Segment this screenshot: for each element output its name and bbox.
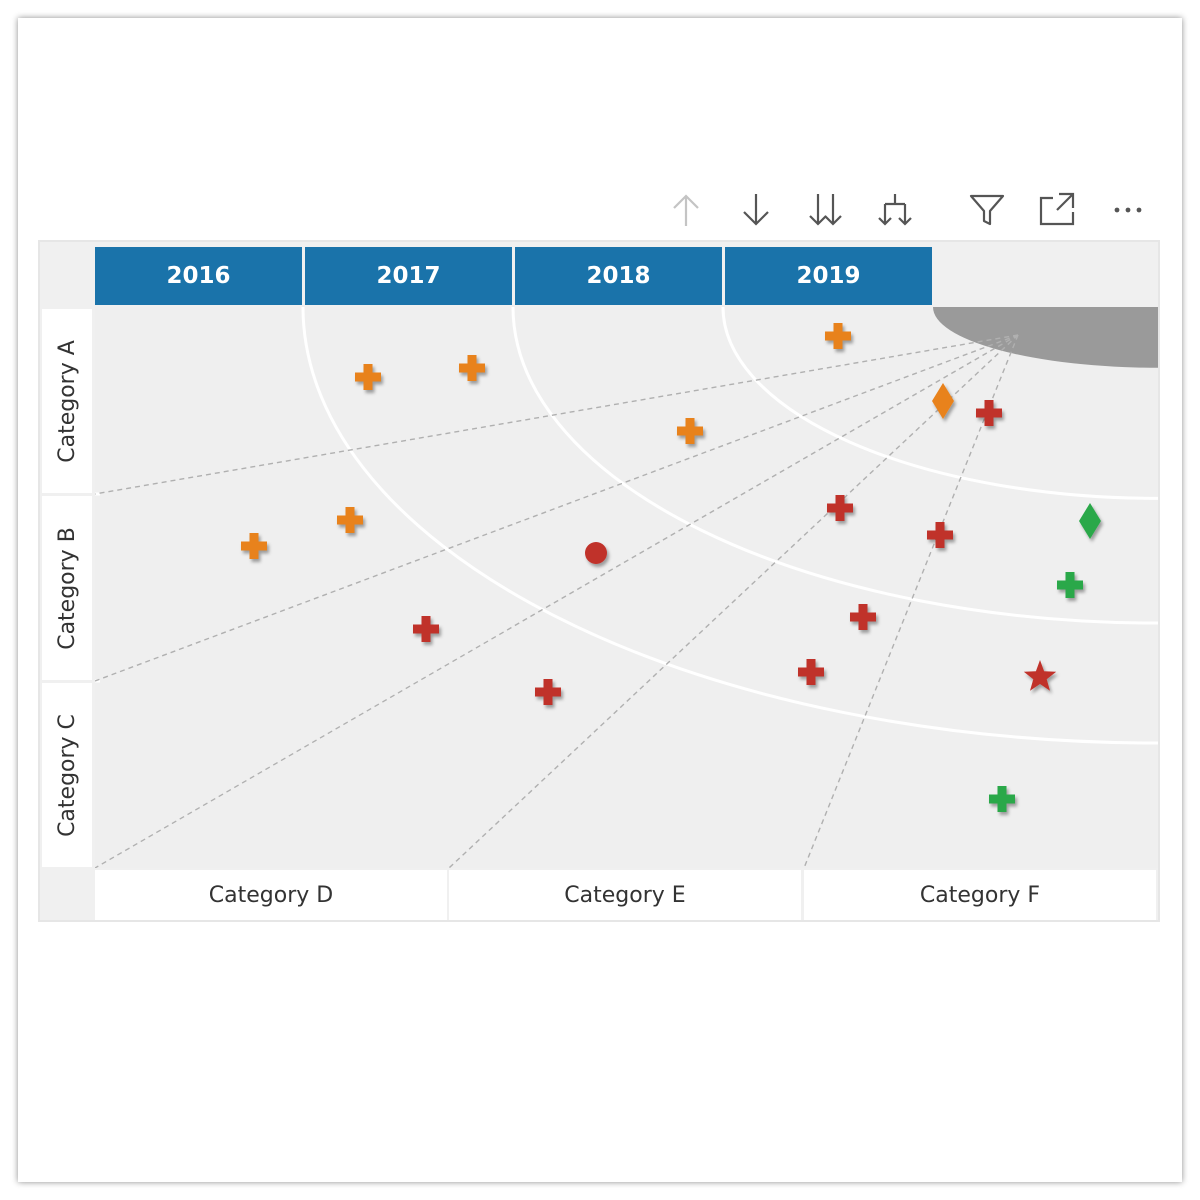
row-label-text: Category A	[54, 339, 80, 463]
focus-mode-button[interactable]	[1035, 188, 1079, 232]
ring-header-2016[interactable]: 2016	[95, 247, 302, 305]
row-label-text: Category B	[54, 526, 80, 650]
sector-divider	[448, 334, 1019, 868]
ring-header-2018[interactable]: 2018	[515, 247, 722, 305]
cross-marker	[989, 786, 1015, 812]
cross-marker	[355, 364, 381, 390]
data-point-16	[535, 679, 561, 705]
plot-background	[95, 307, 1158, 868]
drill-up-button[interactable]	[664, 188, 708, 232]
cross-marker	[413, 616, 439, 642]
drill-down-button[interactable]	[734, 188, 778, 232]
sector-divider	[95, 334, 1019, 682]
data-point-4	[825, 323, 851, 349]
cross-marker	[976, 400, 1002, 426]
marks-layer	[241, 323, 1101, 812]
ring-arc	[721, 307, 1158, 500]
cross-marker	[241, 533, 267, 559]
radar-center	[933, 307, 1158, 368]
ring-header-2019[interactable]: 2019	[725, 247, 932, 305]
data-point-7	[241, 533, 267, 559]
data-point-19	[989, 786, 1015, 812]
sector-divider	[95, 334, 1019, 495]
arrow-down-icon	[743, 194, 769, 226]
ring-header-2017[interactable]: 2017	[305, 247, 512, 305]
sector-divider	[803, 334, 1019, 868]
visual-toolbar	[0, 188, 1200, 232]
cross-marker	[337, 507, 363, 533]
row-label-category-a[interactable]: Category A	[42, 309, 92, 493]
circle-marker	[585, 542, 607, 564]
cross-marker	[825, 323, 851, 349]
data-point-8	[337, 507, 363, 533]
data-point-11	[827, 495, 853, 521]
next-level-button[interactable]	[803, 188, 847, 232]
more-options-icon	[1114, 207, 1142, 213]
filter-button[interactable]	[965, 188, 1009, 232]
cross-marker	[677, 418, 703, 444]
ring-arc	[511, 307, 1158, 625]
grid-layer	[95, 307, 1158, 868]
row-label-text: Category C	[54, 713, 80, 837]
ring-arc	[301, 307, 1158, 745]
data-point-17	[798, 659, 824, 685]
arrow-up-icon	[673, 194, 699, 226]
double-arrow-down-icon	[809, 194, 842, 226]
cross-marker	[798, 659, 824, 685]
star-marker	[1023, 660, 1057, 691]
sector-divider	[95, 334, 1019, 868]
data-point-2	[459, 355, 485, 381]
row-label-category-b[interactable]: Category B	[42, 496, 92, 680]
column-label-category-f[interactable]: Category F	[804, 870, 1156, 920]
data-point-14	[1057, 572, 1083, 598]
column-label-category-d[interactable]: Category D	[95, 870, 447, 920]
cross-marker	[459, 355, 485, 381]
cross-marker	[927, 522, 953, 548]
data-point-10	[413, 616, 439, 642]
data-point-9	[585, 542, 607, 564]
cross-marker	[535, 679, 561, 705]
data-point-6	[976, 400, 1002, 426]
expand-hierarchy-icon	[878, 194, 912, 226]
data-point-18	[1023, 660, 1057, 691]
expand-hierarchy-button[interactable]	[873, 188, 917, 232]
diamond-marker	[932, 383, 954, 419]
data-point-1	[355, 364, 381, 390]
cross-marker	[827, 495, 853, 521]
column-label-category-e[interactable]: Category E	[449, 870, 801, 920]
data-point-3	[677, 418, 703, 444]
diamond-marker	[1079, 503, 1101, 539]
data-point-13	[1079, 503, 1101, 539]
row-label-category-c[interactable]: Category C	[42, 683, 92, 867]
focus-mode-icon	[1039, 192, 1075, 226]
filter-icon	[969, 194, 1005, 226]
data-point-15	[850, 604, 876, 630]
cross-marker	[850, 604, 876, 630]
data-point-5	[932, 383, 954, 419]
more-options-button[interactable]	[1106, 188, 1150, 232]
data-point-12	[927, 522, 953, 548]
cross-marker	[1057, 572, 1083, 598]
